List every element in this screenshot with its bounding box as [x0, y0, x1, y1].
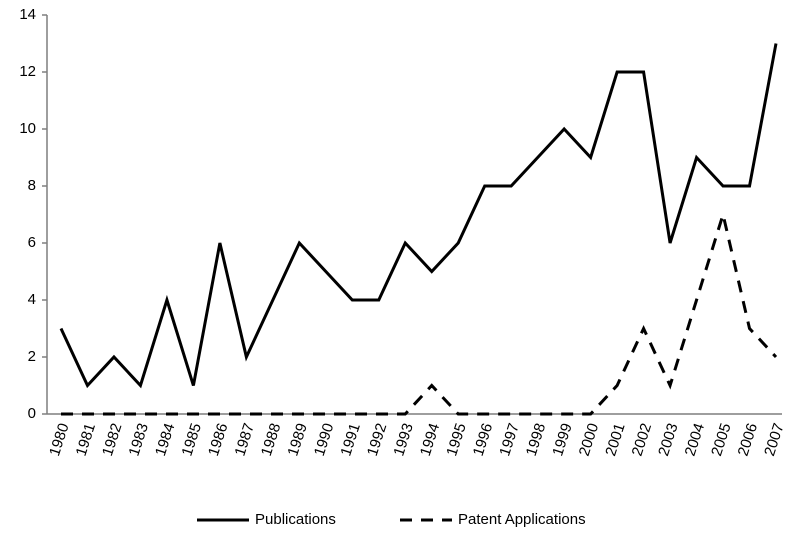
x-tick-label: 2004	[682, 421, 708, 458]
x-tick-label: 1982	[99, 421, 125, 458]
x-tick-label: 1997	[496, 421, 522, 458]
legend-label: Publications	[255, 511, 336, 528]
y-tick-label: 4	[28, 291, 36, 308]
x-tick-label: 2007	[761, 421, 785, 458]
x-tick-label: 1986	[205, 421, 231, 458]
x-tick-label: 2006	[735, 421, 761, 458]
legend-label: Patent Applications	[458, 511, 586, 528]
x-tick-label: 1994	[417, 421, 443, 458]
x-tick-label: 1998	[523, 421, 549, 458]
y-tick-label: 2	[28, 348, 36, 365]
x-tick-label: 1985	[179, 421, 205, 458]
x-tick-label: 1990	[311, 421, 337, 458]
series-line	[59, 43, 778, 389]
x-tick-label: 2000	[576, 421, 602, 458]
x-tick-label: 2005	[708, 421, 734, 458]
x-tick-label: 1999	[549, 421, 575, 458]
x-tick-label: 2001	[602, 421, 628, 458]
x-tick-label: 1984	[152, 421, 178, 458]
x-tick-label: 1983	[126, 421, 152, 458]
y-tick-label: 12	[19, 63, 36, 80]
x-tick-label: 2002	[629, 421, 655, 458]
x-tick-label: 2003	[655, 421, 681, 458]
x-tick-label: 1980	[46, 421, 72, 458]
x-tick-label: 1987	[231, 421, 257, 458]
x-tick-label: 1989	[284, 421, 310, 458]
x-tick-label: 1996	[470, 421, 496, 458]
y-tick-label: 8	[28, 177, 36, 194]
series-line	[61, 208, 778, 416]
x-tick-label: 1988	[258, 421, 284, 458]
y-tick-label: 14	[19, 6, 36, 23]
x-tick-label: 1995	[443, 421, 469, 458]
x-tick-label: 1981	[73, 421, 99, 458]
y-tick-label: 0	[28, 405, 36, 422]
x-tick-label: 1992	[364, 421, 390, 458]
x-tick-label: 1991	[337, 421, 363, 458]
y-tick-label: 10	[19, 120, 36, 137]
y-tick-label: 6	[28, 234, 36, 251]
x-tick-label: 1993	[390, 421, 416, 458]
